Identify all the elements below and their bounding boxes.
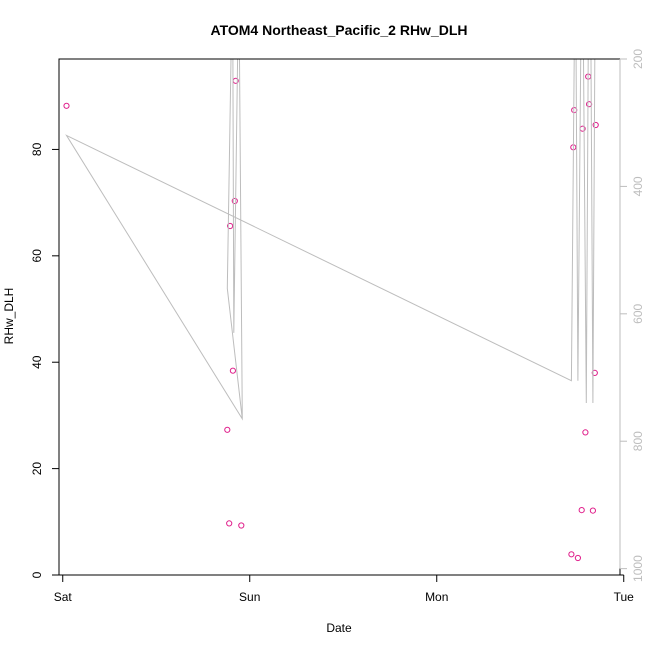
y-right-tick-label-800: 800 [631,431,645,451]
data-point-12 [574,554,582,562]
plot-layer: Sat Sun Mon Tue 0 20 40 60 80 200 400 600 800 1000 [30,49,645,604]
y-right-tick-label-200: 200 [631,49,645,69]
x-tick-label-mon: Mon [425,590,448,604]
data-point-1 [63,102,70,109]
y-right-tick-label-1000: 1000 [631,555,645,582]
data-point-19 [591,369,598,376]
data-point-6 [231,197,238,205]
y-right-tick-label-400: 400 [631,176,645,196]
data-point-3 [226,520,233,527]
data-point-13 [578,507,585,514]
x-axis-label: Date [326,621,352,635]
x-tick-label-sat: Sat [54,590,73,604]
data-point-8 [238,522,245,529]
x-tick-label-sun: Sun [239,590,260,604]
y-left-tick-label-80: 80 [30,142,44,156]
data-point-2 [224,426,231,433]
data-point-5 [229,367,236,374]
series-line [65,59,596,421]
y-left-tick-label-20: 20 [30,462,44,476]
y-left-tick-label-40: 40 [30,355,44,369]
data-point-4 [227,222,234,230]
y-axis-label: RHw_DLH [2,288,16,345]
y-left-tick-label-0: 0 [30,571,44,578]
data-point-18 [589,507,597,514]
y-right-tick-label-600: 600 [631,303,645,323]
chart-title: ATOM4 Northeast_Pacific_2 RHw_DLH [211,22,468,38]
data-point-9 [568,551,575,558]
data-point-15 [582,429,589,436]
data-point-20 [592,121,599,129]
plot-frame [58,58,621,576]
y-left-tick-label-60: 60 [30,249,44,263]
x-tick-label-tue: Tue [614,590,635,604]
